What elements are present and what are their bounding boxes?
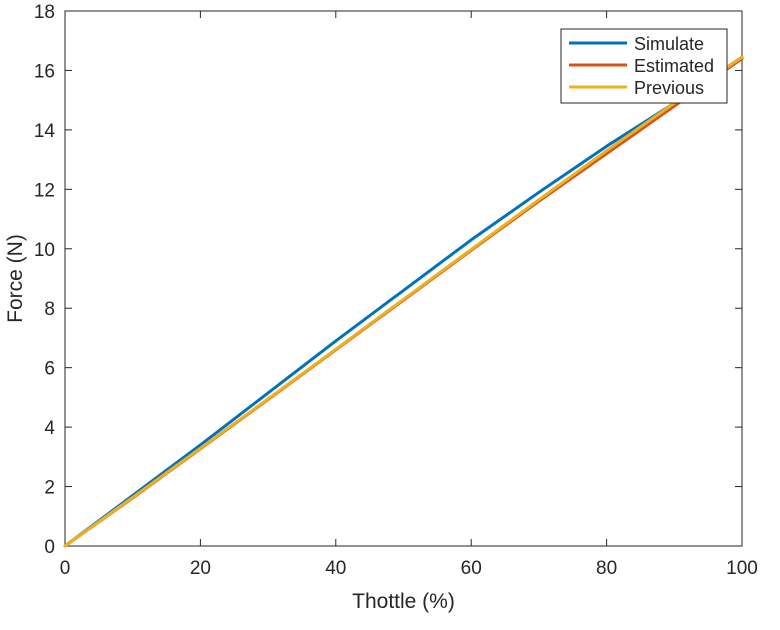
x-tick-label: 20 [190,558,211,579]
y-tick-label: 12 [34,180,55,201]
y-tick-label: 8 [44,299,55,320]
y-tick-label: 14 [34,121,56,142]
y-tick-label: 18 [34,2,55,23]
y-axis-label: Force (N) [4,234,27,323]
x-axis-label: Thottle (%) [352,590,455,613]
legend-label: Previous [634,78,704,98]
x-tick-label: 80 [596,558,617,579]
y-tick-label: 10 [34,240,55,261]
legend-label: Simulate [634,34,704,54]
x-tick-label: 0 [60,558,71,579]
series-line-previous [63,55,744,548]
plot-area [63,55,744,548]
x-tick-label: 60 [461,558,482,579]
y-tick-label: 6 [44,359,55,380]
x-tick-label: 40 [325,558,346,579]
y-tick-label: 2 [44,478,55,499]
legend-label: Estimated [634,56,714,76]
x-axis: 0 20 40 60 80 100 [60,11,758,579]
y-tick-label: 4 [44,418,55,439]
y-axis: 0 2 4 6 8 10 12 14 16 18 [34,2,742,558]
series-line-simulate [63,55,744,548]
x-tick-label: 100 [726,558,758,579]
y-tick-label: 0 [44,537,55,558]
y-tick-label: 16 [34,61,55,82]
